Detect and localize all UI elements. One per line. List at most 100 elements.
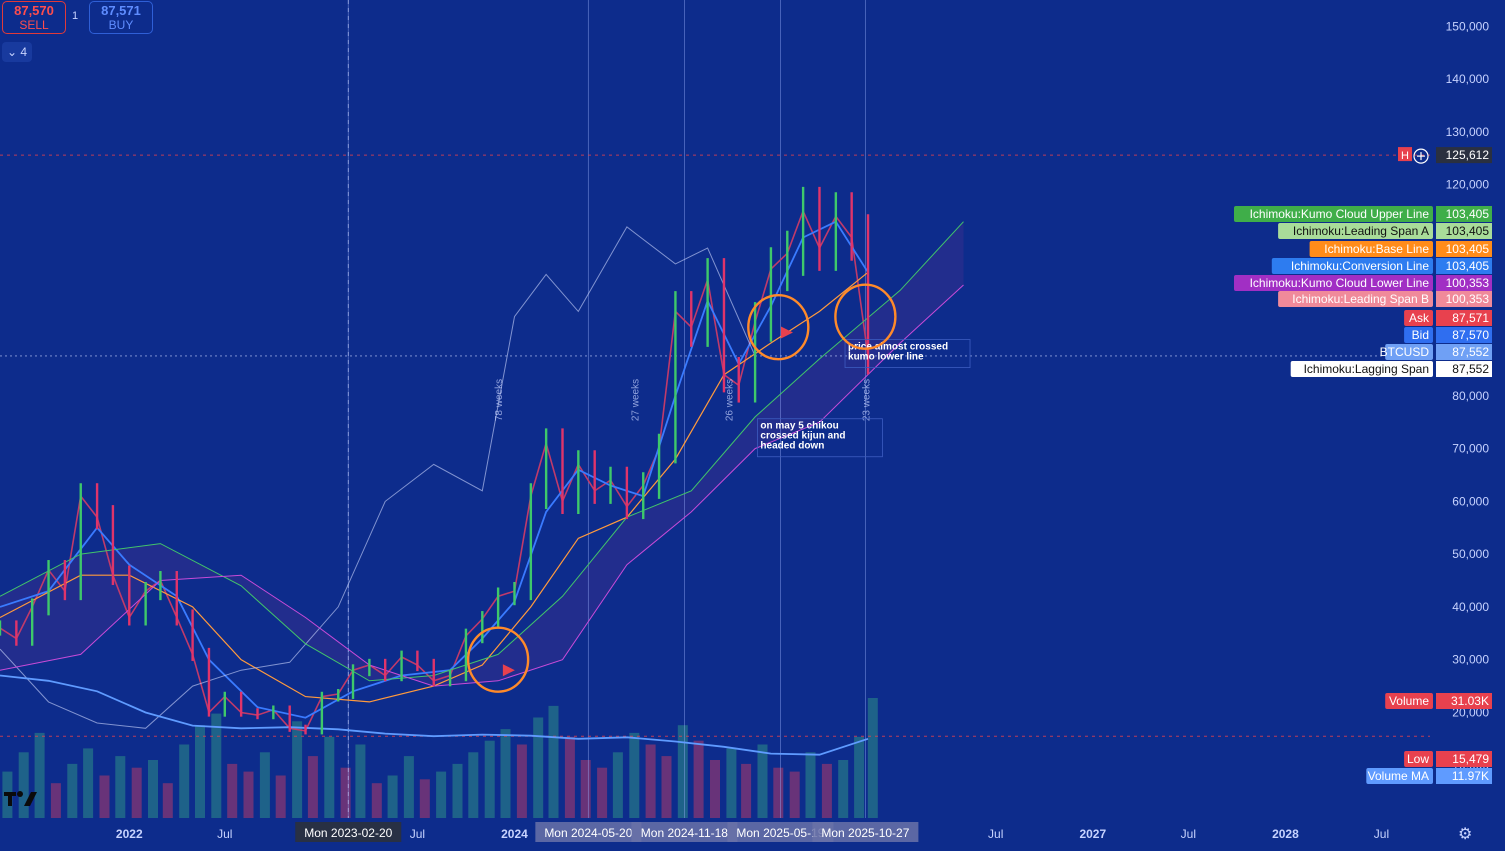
y-axis-tick: 80,000 <box>1452 389 1489 403</box>
date-marker-label: Mon 2024-11-18 <box>641 826 728 840</box>
price-label-name: Ichimoku:Kumo Cloud Lower Line <box>1250 276 1430 290</box>
volume-bar <box>131 767 142 818</box>
interval-label: 78 weeks <box>494 379 505 421</box>
volume-bar <box>18 752 29 818</box>
volume-bar <box>484 740 495 818</box>
gear-icon[interactable]: ⚙ <box>1458 826 1473 843</box>
price-label-value: 15,479 <box>1452 752 1489 766</box>
volume-bar <box>67 763 78 818</box>
interval-label: 26 weeks <box>725 379 736 421</box>
series-line <box>0 226 756 729</box>
x-axis-tick: Jul <box>988 827 1003 841</box>
interval-label: 27 weeks <box>630 379 641 421</box>
sell-button[interactable]: 87,570 SELL <box>2 1 66 34</box>
indicators-toggle[interactable]: ⌄ 4 <box>2 42 32 62</box>
volume-bar <box>227 763 238 818</box>
x-axis-tick: 2027 <box>1079 827 1106 841</box>
buy-button[interactable]: 87,571 BUY <box>89 1 153 34</box>
volume-bar <box>757 744 768 818</box>
volume-bar <box>50 783 61 818</box>
price-label-value: 87,552 <box>1452 345 1489 359</box>
price-label-value-bg <box>1436 751 1492 767</box>
volume-bar <box>645 744 656 818</box>
date-marker-label: Mon 2025-05-19 <box>736 826 824 840</box>
volume-bar <box>179 744 190 818</box>
price-label-name-bg <box>1404 751 1433 767</box>
volume-bar <box>340 767 351 818</box>
volume-bar <box>83 748 94 818</box>
volume-bar <box>789 771 800 818</box>
buy-label: BUY <box>108 18 134 32</box>
volume-bar <box>148 760 158 818</box>
price-label-name-bg <box>1309 241 1433 257</box>
price-label-name-bg <box>1290 361 1433 377</box>
volume-bar <box>710 760 720 818</box>
highlight-circle <box>466 626 530 693</box>
x-axis-tick: Jul <box>1181 827 1196 841</box>
volume-bar <box>838 760 849 818</box>
date-marker-label: Mon 2023-02-20 <box>304 826 392 840</box>
y-axis-tick: 140,000 <box>1446 72 1490 86</box>
price-label-value-bg <box>1436 768 1492 784</box>
volume-bar <box>162 783 173 818</box>
volume-bar <box>307 756 318 818</box>
highlight-circle <box>834 283 897 350</box>
volume-bar <box>500 729 511 818</box>
price-label-value-bg <box>1436 310 1492 326</box>
series-line <box>0 674 869 756</box>
price-label-name: Ask <box>1409 311 1430 325</box>
flag-marker <box>502 664 515 677</box>
volume-bar <box>275 775 286 818</box>
volume-bar <box>516 744 527 818</box>
price-label-value: 87,571 <box>1452 311 1489 325</box>
tradingview-logo-icon[interactable] <box>4 788 38 808</box>
volume-bar <box>403 756 414 818</box>
plus-icon <box>1413 148 1429 164</box>
date-marker-label: Mon 2025-10-27 <box>821 826 909 840</box>
volume-bar <box>548 705 559 818</box>
quantity-value[interactable]: 1 <box>72 10 79 22</box>
volume-bar <box>612 752 623 818</box>
date-marker-label-bg <box>535 822 642 842</box>
y-axis-tick: 40,000 <box>1452 600 1489 614</box>
volume-bar <box>115 756 126 818</box>
series-line <box>0 221 964 682</box>
sell-price: 87,570 <box>14 3 54 18</box>
date-marker-label-bg <box>727 822 834 842</box>
price-label-name-bg <box>1278 291 1433 307</box>
price-label-value: 31.03K <box>1451 694 1489 708</box>
price-label-name: Ichimoku:Leading Span A <box>1293 224 1429 238</box>
volume-bar <box>371 783 382 818</box>
volume-bar <box>195 725 205 818</box>
volume-bar <box>661 756 672 818</box>
x-axis-tick: Jul <box>1374 827 1389 841</box>
volume-bar <box>34 732 45 818</box>
volume-bar <box>773 767 784 818</box>
price-label-value-bg <box>1436 291 1492 307</box>
price-label-value: 87,552 <box>1452 362 1489 376</box>
y-axis-tick: 150,000 <box>1446 19 1490 33</box>
price-label-value: 103,405 <box>1446 259 1490 273</box>
volume-bar <box>468 752 479 818</box>
series-line <box>0 284 964 687</box>
volume-bar <box>580 760 591 818</box>
price-label-name: Ichimoku:Base Line <box>1324 242 1429 256</box>
volume-bar <box>741 763 752 818</box>
price-label-value-bg <box>1436 693 1492 709</box>
high-value-box <box>1436 147 1492 164</box>
price-label-value: 103,405 <box>1446 242 1490 256</box>
volume-bar <box>693 740 704 818</box>
price-label-value-bg <box>1436 206 1492 222</box>
price-label-value: 103,405 <box>1446 207 1490 221</box>
y-axis-tick: 50,000 <box>1452 547 1489 561</box>
y-axis-tick: 130,000 <box>1446 125 1490 139</box>
volume-bar <box>292 721 303 818</box>
date-marker-label-bg <box>812 822 919 842</box>
x-axis-tick: 2022 <box>116 827 143 841</box>
price-label-name: Ichimoku:Conversion Line <box>1291 259 1429 273</box>
volume-bar <box>211 713 222 818</box>
volume-bar <box>452 763 463 818</box>
